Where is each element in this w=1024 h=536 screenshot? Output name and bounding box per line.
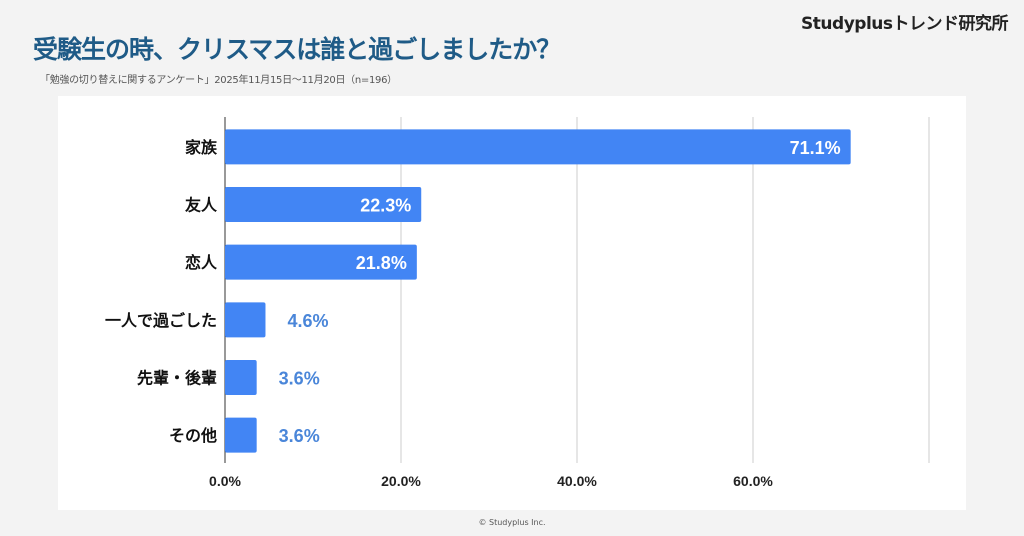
copyright: © Studyplus Inc.: [478, 518, 546, 527]
survey-subtitle: 「勉強の切り替えに関するアンケート」2025年11月15日〜11月20日（n=1…: [40, 75, 397, 86]
brand-logo: Studyplusトレンド研究所: [801, 14, 1008, 34]
data-label: 4.6%: [287, 311, 328, 331]
x-tick-label: 20.0%: [381, 473, 421, 489]
category-label: 先輩・後輩: [137, 369, 217, 388]
category-label: その他: [169, 426, 217, 445]
category-label: 友人: [185, 196, 218, 215]
bar: [225, 244, 417, 280]
bar: [225, 302, 266, 338]
x-tick-label: 60.0%: [733, 473, 773, 489]
bar: [225, 360, 257, 395]
category-label: 恋人: [185, 253, 218, 272]
category-label: 家族: [185, 138, 218, 157]
x-tick-label: 40.0%: [557, 473, 597, 489]
data-label: 21.8%: [356, 253, 407, 273]
data-label: 3.6%: [279, 426, 320, 446]
category-label: 一人で過ごした: [105, 311, 217, 330]
bar: [225, 187, 422, 222]
bar: [225, 417, 257, 453]
bar: [225, 129, 851, 165]
data-label: 71.1%: [790, 138, 841, 158]
page-title: 受験生の時、クリスマスは誰と過ごしましたか？: [33, 35, 561, 64]
data-label: 22.3%: [360, 196, 411, 216]
data-label: 3.6%: [279, 369, 320, 389]
chart-panel: [58, 96, 966, 510]
x-tick-label: 0.0%: [209, 473, 241, 489]
